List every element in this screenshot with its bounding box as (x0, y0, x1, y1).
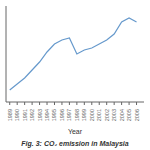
svg-text:2006: 2006 (134, 109, 140, 121)
svg-text:1995: 1995 (51, 109, 57, 121)
svg-text:1989: 1989 (8, 109, 13, 121)
svg-text:1990: 1990 (14, 109, 20, 121)
svg-text:2005: 2005 (126, 109, 132, 121)
svg-text:2004: 2004 (119, 109, 125, 121)
svg-text:2001: 2001 (96, 109, 102, 121)
svg-text:2002: 2002 (104, 109, 110, 121)
svg-text:2000: 2000 (89, 109, 95, 121)
svg-text:1994: 1994 (44, 109, 50, 121)
svg-text:1996: 1996 (59, 109, 65, 121)
svg-text:1992: 1992 (29, 109, 35, 121)
svg-text:1991: 1991 (22, 109, 28, 121)
html-text:Fig. 3: CO₂ emission in Malays: Fig. 3: CO₂ emission in Malaysia (21, 140, 129, 147)
svg-text:2003: 2003 (111, 109, 117, 121)
svg-text:Year: Year (68, 128, 83, 134)
svg-text:1998: 1998 (74, 109, 80, 121)
svg-text:1993: 1993 (37, 109, 43, 121)
svg-text:1999: 1999 (81, 109, 87, 121)
svg-text:1997: 1997 (66, 109, 72, 121)
